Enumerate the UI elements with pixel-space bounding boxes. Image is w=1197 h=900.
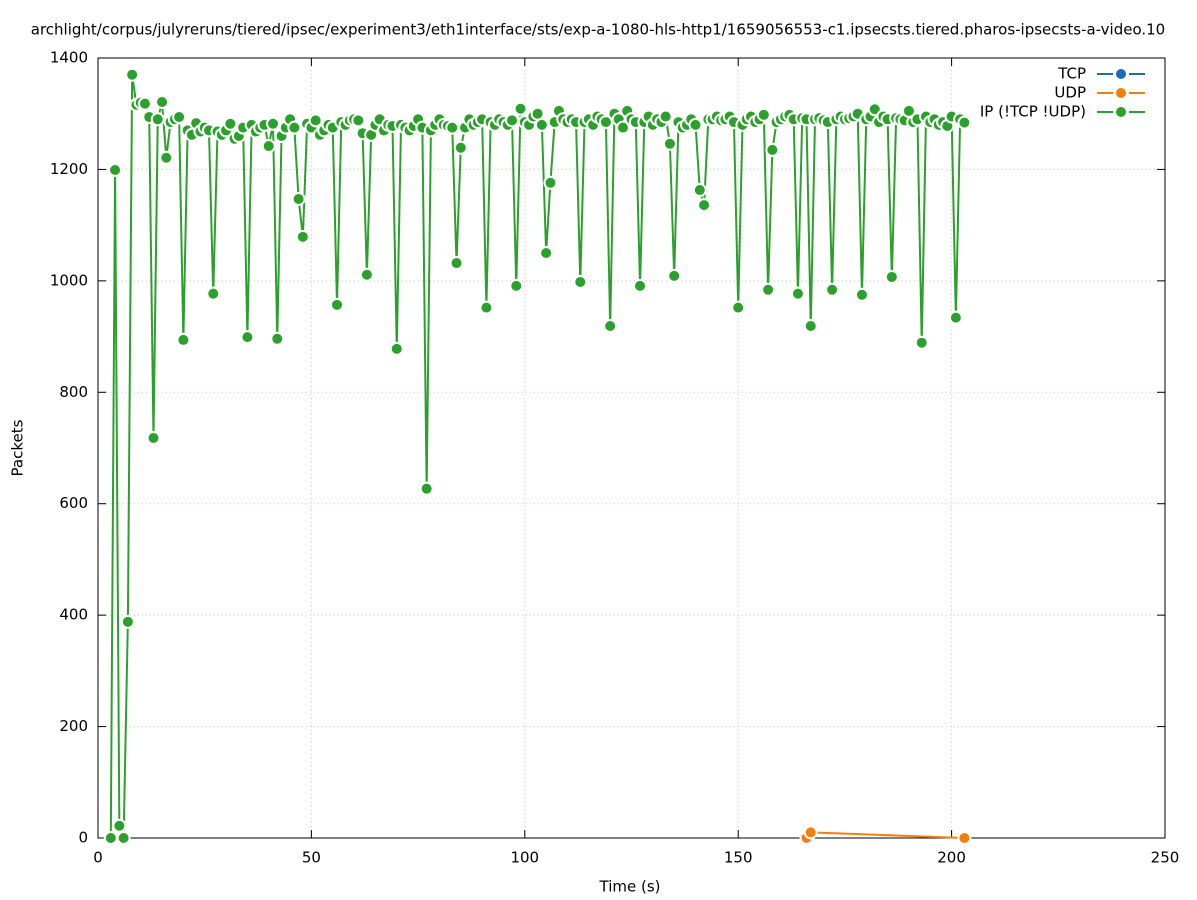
x-axis-label: Time (s) — [599, 878, 661, 896]
data-point — [697, 198, 712, 213]
data-point — [803, 825, 818, 840]
data-point — [172, 110, 187, 125]
data-point — [206, 286, 221, 301]
y-tick-label: 1000 — [50, 271, 88, 289]
chart-title: archlight/corpus/julyreruns/tiered/ipsec… — [31, 21, 1165, 39]
data-point — [825, 282, 840, 297]
data-point — [389, 341, 404, 356]
data-point — [948, 310, 963, 325]
y-tick-label: 600 — [59, 494, 88, 512]
data-point — [633, 278, 648, 293]
data-point — [308, 113, 323, 128]
data-point — [603, 318, 618, 333]
data-point — [765, 142, 780, 157]
data-point — [854, 287, 869, 302]
data-point — [125, 67, 140, 82]
data-point — [159, 150, 174, 165]
y-tick-label: 200 — [59, 717, 88, 735]
data-point — [351, 113, 366, 128]
data-point — [957, 115, 972, 130]
data-point — [615, 120, 630, 135]
data-point — [176, 332, 191, 347]
data-point — [155, 95, 170, 110]
legend-label: TCP — [1057, 65, 1086, 83]
data-point — [761, 282, 776, 297]
data-point — [445, 120, 460, 135]
y-tick-label: 1200 — [50, 160, 88, 178]
data-point — [240, 330, 255, 345]
data-point — [884, 269, 899, 284]
data-point — [120, 614, 135, 629]
data-point — [534, 117, 549, 132]
data-point — [265, 116, 280, 131]
data-point — [756, 107, 771, 122]
y-tick-label: 1400 — [50, 49, 88, 67]
series-line — [805, 831, 965, 839]
legend-swatch — [1114, 105, 1128, 119]
data-point — [223, 116, 238, 131]
data-point — [146, 430, 161, 445]
data-point — [573, 274, 588, 289]
x-tick-label: 200 — [937, 849, 966, 867]
data-point — [261, 139, 276, 154]
data-point — [291, 191, 306, 206]
x-tick-label: 250 — [1151, 849, 1180, 867]
y-tick-label: 0 — [78, 829, 88, 847]
data-point — [479, 300, 494, 315]
data-point — [150, 112, 165, 127]
y-tick-label: 400 — [59, 606, 88, 624]
data-point — [539, 246, 554, 260]
data-point — [112, 818, 127, 833]
plot-border — [97, 57, 1166, 839]
data-point — [419, 481, 434, 496]
data-point — [108, 162, 123, 177]
data-point — [270, 331, 285, 346]
data-point — [449, 256, 464, 271]
legend-swatch — [1114, 67, 1128, 81]
legend-label: IP (!TCP !UDP) — [980, 103, 1086, 121]
x-tick-label: 150 — [724, 849, 753, 867]
legend-label: UDP — [1054, 84, 1086, 102]
data-point — [658, 109, 673, 124]
data-point — [295, 229, 310, 244]
data-point — [731, 300, 746, 315]
data-point — [513, 101, 528, 116]
data-point — [803, 318, 818, 333]
data-point — [598, 115, 613, 130]
data-point — [790, 286, 805, 301]
data-point — [330, 297, 345, 312]
data-point — [509, 278, 524, 293]
data-point — [957, 831, 972, 845]
x-tick-label: 0 — [93, 849, 103, 867]
x-tick-label: 100 — [510, 849, 539, 867]
y-axis-label: Packets — [9, 419, 27, 476]
data-point — [103, 831, 118, 845]
data-point — [287, 120, 302, 135]
x-tick-label: 50 — [302, 849, 321, 867]
data-point — [543, 175, 558, 190]
data-point — [504, 113, 519, 128]
data-point — [914, 335, 929, 350]
data-point — [692, 183, 707, 198]
data-point — [453, 140, 468, 155]
data-point — [116, 831, 131, 845]
data-point — [688, 117, 703, 132]
data-point — [667, 268, 682, 283]
data-point — [137, 96, 152, 111]
y-tick-label: 800 — [59, 383, 88, 401]
legend-swatch — [1114, 86, 1128, 100]
data-point — [359, 267, 374, 282]
series-line — [109, 74, 966, 839]
data-point — [662, 136, 677, 151]
